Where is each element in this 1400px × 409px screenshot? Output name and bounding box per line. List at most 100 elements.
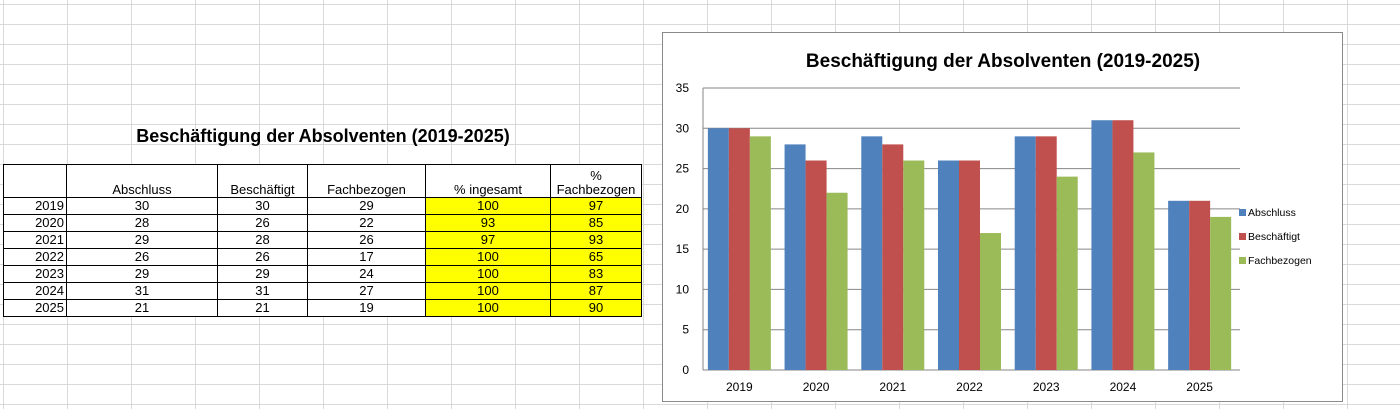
bar-fachbezogen-2022 (980, 233, 1001, 370)
table-cell[interactable]: 100 (425, 282, 551, 300)
table-row: 2022 26 26 17 100 65 (3, 248, 642, 266)
bar-beschäftigt-2019 (728, 128, 750, 370)
table-cell[interactable]: 31 (217, 282, 308, 300)
bar-beschäftigt-2023 (1035, 136, 1057, 370)
table-cell[interactable]: 22 (307, 214, 426, 232)
y-tick-label: 25 (676, 162, 690, 176)
table-cell[interactable]: 19 (307, 299, 426, 317)
table-row: 2020 28 26 22 93 85 (3, 214, 642, 232)
bar-fachbezogen-2023 (1056, 176, 1078, 370)
table-row: 2023 29 29 24 100 83 (3, 265, 642, 283)
table-cell[interactable]: 100 (425, 197, 551, 215)
table-cell[interactable]: 83 (550, 265, 642, 283)
legend-label: Fachbezogen (1248, 255, 1312, 267)
year-cell[interactable]: 2021 (3, 231, 67, 249)
y-tick-label: 10 (676, 282, 690, 296)
data-table: Abschluss Beschäftigt Fachbezogen % inge… (3, 164, 642, 317)
table-header-row: Abschluss Beschäftigt Fachbezogen % inge… (3, 164, 642, 198)
bar-abschluss-2023 (1014, 136, 1036, 370)
y-tick-label: 0 (682, 363, 689, 377)
table-cell[interactable]: 26 (217, 214, 308, 232)
bar-abschluss-2020 (784, 144, 806, 370)
y-tick-label: 35 (676, 81, 690, 95)
y-tick-label: 15 (676, 242, 690, 256)
table-cell[interactable]: 29 (217, 265, 308, 283)
table-cell[interactable]: 27 (307, 282, 426, 300)
bar-fachbezogen-2020 (826, 192, 848, 370)
year-cell[interactable]: 2020 (3, 214, 67, 232)
bar-abschluss-2022 (938, 160, 959, 370)
table-cell[interactable]: 87 (550, 282, 642, 300)
table-cell[interactable]: 26 (66, 248, 218, 266)
y-tick-label: 30 (676, 121, 690, 135)
table-row: 2024 31 31 27 100 87 (3, 282, 642, 300)
table-row: 2021 29 28 26 97 93 (3, 231, 642, 249)
table-cell[interactable]: 100 (425, 248, 551, 266)
bar-beschäftigt-2025 (1189, 200, 1211, 370)
bar-chart: Beschäftigung der Absolventen (2019-2025… (676, 51, 1312, 394)
legend-label: Abschluss (1248, 207, 1296, 219)
header-cell[interactable] (3, 164, 67, 198)
year-cell[interactable]: 2019 (3, 197, 67, 215)
bar-abschluss-2021 (861, 136, 883, 370)
table-cell[interactable]: 21 (66, 299, 218, 317)
table-cell[interactable]: 30 (217, 197, 308, 215)
x-tick-label: 2021 (879, 380, 906, 394)
y-tick-label: 5 (682, 323, 689, 337)
table-cell[interactable]: 29 (307, 197, 426, 215)
header-cell[interactable]: % ingesamt (425, 164, 551, 198)
table-cell[interactable]: 24 (307, 265, 426, 283)
x-tick-label: 2019 (726, 380, 753, 394)
table-cell[interactable]: 31 (66, 282, 218, 300)
legend-swatch (1239, 209, 1246, 216)
table-cell[interactable]: 93 (550, 231, 642, 249)
year-cell[interactable]: 2025 (3, 299, 67, 317)
table-cell[interactable]: 29 (66, 265, 218, 283)
bar-beschäftigt-2021 (882, 144, 904, 370)
table-cell[interactable]: 100 (425, 265, 551, 283)
bar-beschäftigt-2022 (959, 160, 980, 370)
legend-swatch (1239, 257, 1246, 264)
bar-fachbezogen-2024 (1133, 152, 1155, 370)
table-cell[interactable]: 100 (425, 299, 551, 317)
table-row: 2019 30 30 29 100 97 (3, 197, 642, 215)
table-cell[interactable]: 26 (307, 231, 426, 249)
year-cell[interactable]: 2023 (3, 265, 67, 283)
x-tick-label: 2023 (1033, 380, 1060, 394)
table-cell[interactable]: 30 (66, 197, 218, 215)
bar-fachbezogen-2021 (903, 160, 925, 370)
legend-swatch (1239, 233, 1246, 240)
year-cell[interactable]: 2024 (3, 282, 67, 300)
header-cell[interactable]: Abschluss (66, 164, 218, 198)
year-cell[interactable]: 2022 (3, 248, 67, 266)
table-cell[interactable]: 65 (550, 248, 642, 266)
header-cell[interactable]: Beschäftigt (217, 164, 308, 198)
bar-fachbezogen-2019 (749, 136, 771, 370)
table-cell[interactable]: 21 (217, 299, 308, 317)
table-cell[interactable]: 26 (217, 248, 308, 266)
header-cell[interactable]: % Fachbezogen (550, 164, 642, 198)
table-cell[interactable]: 85 (550, 214, 642, 232)
table-cell[interactable]: 97 (425, 231, 551, 249)
x-tick-label: 2024 (1110, 380, 1137, 394)
table-cell[interactable]: 93 (425, 214, 551, 232)
bar-beschäftigt-2024 (1112, 120, 1134, 370)
table-cell[interactable]: 17 (307, 248, 426, 266)
table-cell[interactable]: 28 (66, 214, 218, 232)
header-cell[interactable]: Fachbezogen (307, 164, 426, 198)
y-tick-label: 20 (676, 202, 690, 216)
x-tick-label: 2020 (803, 380, 830, 394)
bar-beschäftigt-2020 (805, 160, 827, 370)
bar-abschluss-2024 (1091, 120, 1113, 370)
chart-title: Beschäftigung der Absolventen (2019-2025… (806, 51, 1200, 72)
x-tick-label: 2025 (1186, 380, 1213, 394)
table-cell[interactable]: 97 (550, 197, 642, 215)
table-cell[interactable]: 90 (550, 299, 642, 317)
legend-label: Beschäftigt (1248, 231, 1300, 243)
table-title: Beschäftigung der Absolventen (2019-2025… (136, 126, 510, 146)
bar-fachbezogen-2025 (1210, 216, 1232, 370)
table-cell[interactable]: 28 (217, 231, 308, 249)
chart-area[interactable]: Beschäftigung der Absolventen (2019-2025… (662, 32, 1343, 402)
table-cell[interactable]: 29 (66, 231, 218, 249)
x-tick-label: 2022 (956, 380, 983, 394)
